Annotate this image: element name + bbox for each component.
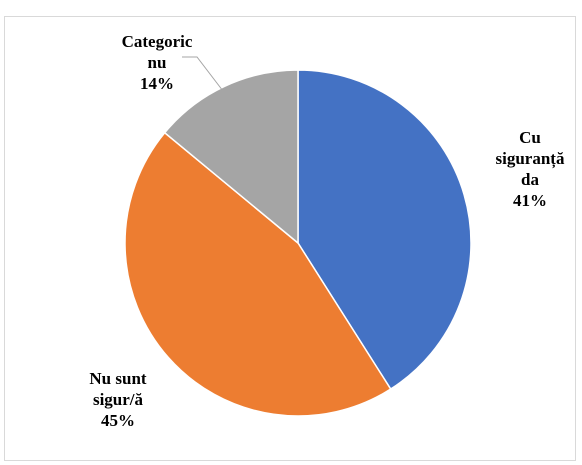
slice-category-label: Nu sunt xyxy=(89,369,147,388)
slice-label-1: Cu siguranță da 41% xyxy=(496,128,565,210)
pie-slice-1 xyxy=(297,69,472,391)
pie-slice-2 xyxy=(124,131,392,417)
slice-category-label: da xyxy=(521,170,539,189)
slice-percent-label: 45% xyxy=(101,411,135,430)
leader-lines xyxy=(182,56,237,109)
leader-line-3 xyxy=(182,56,237,109)
slice-label-2: Nu sunt sigur/ă 45% xyxy=(89,369,147,430)
slice-category-label: Cu xyxy=(519,128,541,147)
slice-percent-label: 41% xyxy=(513,191,547,210)
slice-category-label: Categoric xyxy=(122,32,193,51)
slice-percent-label: 14% xyxy=(140,74,174,93)
slice-category-label: sigur/ă xyxy=(93,390,144,409)
pie-slice-3 xyxy=(163,69,299,245)
pie-slices xyxy=(124,69,472,417)
slice-label-3: Categoric nu 14% xyxy=(122,32,193,93)
slice-labels: Cu siguranță da 41% Nu sunt sigur/ă 45% Categor… xyxy=(89,32,565,430)
slice-category-label: nu xyxy=(148,53,167,72)
slice-category-label: siguranță xyxy=(496,149,565,169)
